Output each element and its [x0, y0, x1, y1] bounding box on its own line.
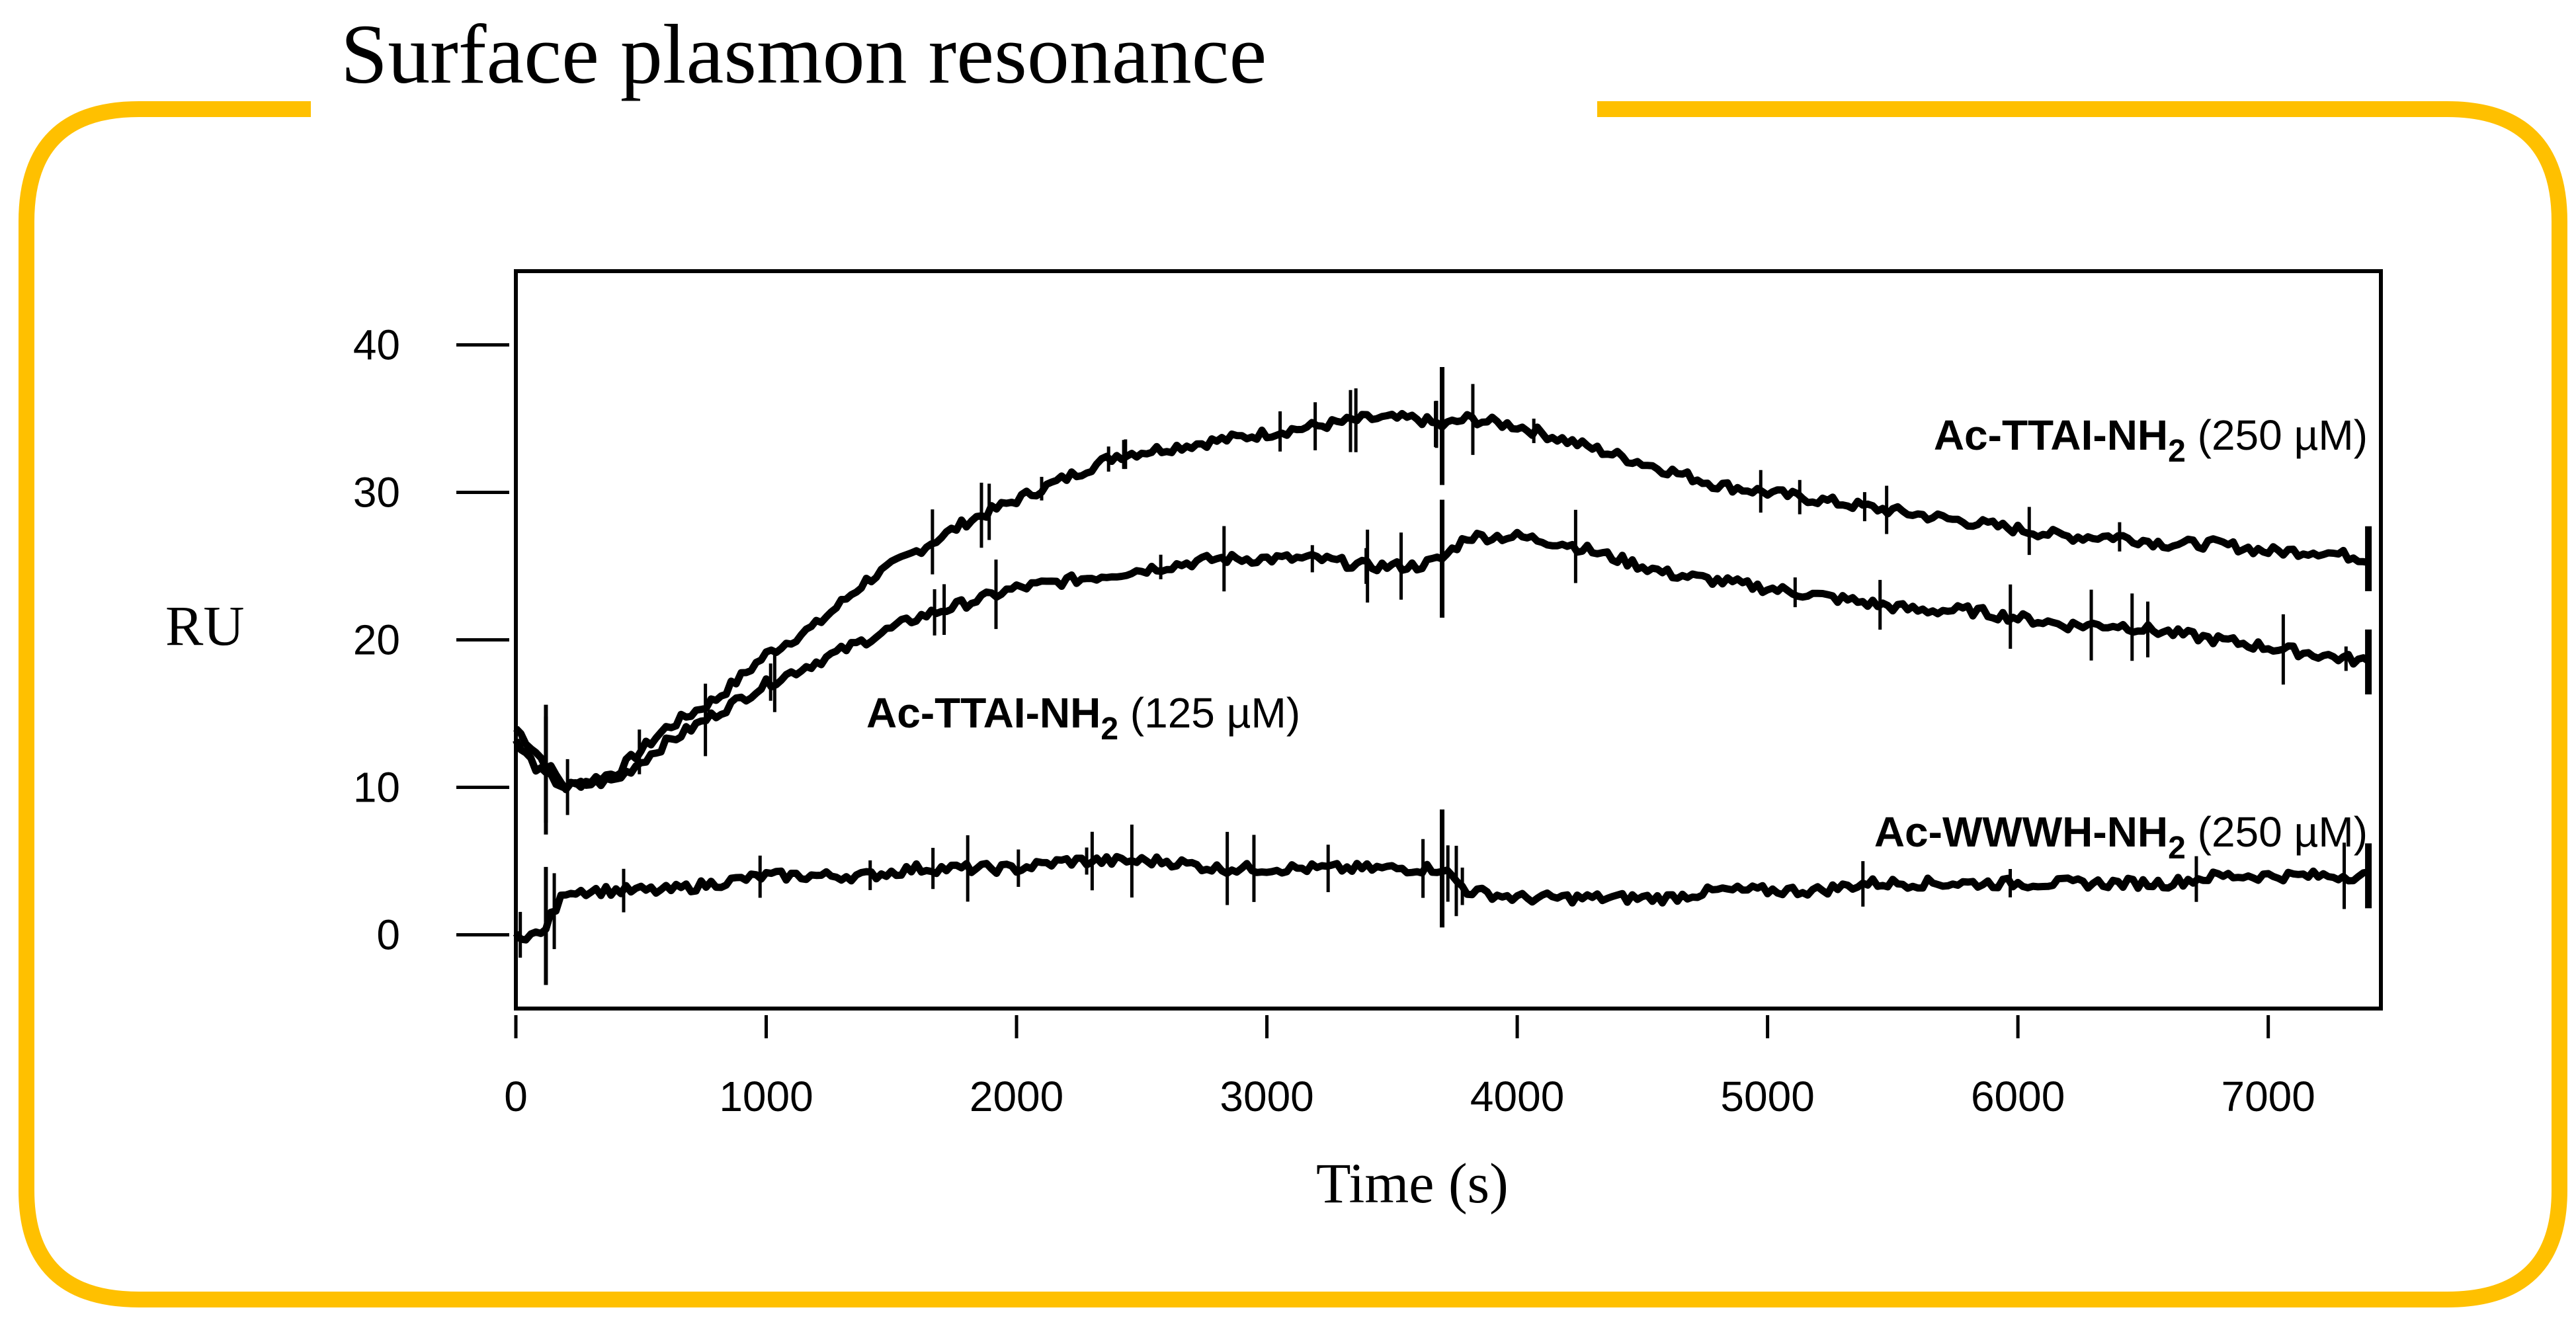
slide-title: Surface plasmon resonance	[341, 7, 1267, 101]
series-labels: Ac-TTAI-NH2 (250 µM) Ac-TTAI-NH2 (125 µM)…	[866, 411, 2368, 866]
y-tick-label: 40	[353, 321, 400, 369]
y-tick-label: 10	[353, 764, 400, 811]
x-tick-label: 1000	[719, 1073, 813, 1120]
series-label: Ac-TTAI-NH2 (125 µM)	[866, 689, 1300, 747]
slide-frame	[19, 101, 2567, 1307]
y-tick-label: 0	[376, 911, 400, 959]
y-tick-label: 30	[353, 469, 400, 517]
series-layer	[513, 366, 2372, 985]
y-axis-ticks: 0 10 20 30 40	[353, 321, 509, 959]
x-tick-label: 4000	[1470, 1073, 1564, 1120]
y-tick-label: 20	[353, 616, 400, 664]
y-axis-label: RU	[165, 594, 244, 657]
x-tick-label: 3000	[1220, 1073, 1313, 1120]
x-axis-label: Time (s)	[1316, 1151, 1509, 1215]
plot-area	[514, 269, 2383, 1011]
series-label: Ac-TTAI-NH2 (250 µM)	[1934, 411, 2368, 469]
x-tick-label: 2000	[970, 1073, 1063, 1120]
x-axis-ticks: 0 1000 2000 3000 4000 5000 6000 7000	[504, 1015, 2315, 1120]
x-tick-label: 5000	[1720, 1073, 1814, 1120]
series-label: Ac-WWWH-NH2 (250 µM)	[1874, 808, 2368, 866]
x-tick-label: 0	[504, 1073, 528, 1120]
x-tick-label: 7000	[2221, 1073, 2315, 1120]
x-tick-label: 6000	[1971, 1073, 2065, 1120]
